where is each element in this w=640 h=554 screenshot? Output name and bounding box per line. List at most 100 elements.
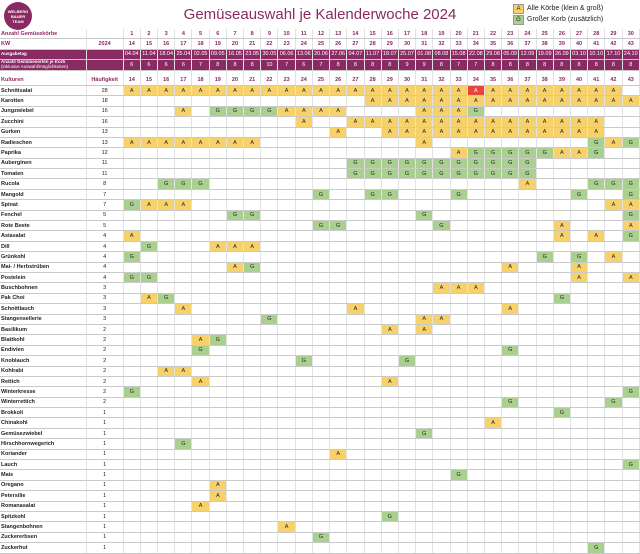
schedule-cell [536,293,554,305]
schedule-cell [209,230,227,242]
schedule-cell [295,501,313,512]
schedule-cell [604,417,623,429]
schedule-cell [484,449,503,461]
row-sorten-cell: 8 [587,59,606,71]
schedule-cell: G [329,220,348,232]
schedule-cell [587,417,606,429]
vegetable-name: Zuckerhut [0,542,87,554]
schedule-cell [277,127,296,138]
row-dates-cell: 16.05 [226,49,245,61]
schedule-cell [295,241,313,253]
vegetable-row: Jungzwiebel 16 A G G G G A A A A A A A G [0,106,640,118]
schedule-cell [570,501,589,512]
vegetable-name: Brokkoli [0,407,87,419]
schedule-cell [260,220,279,232]
schedule-cell [536,158,554,170]
schedule-cell [450,501,468,512]
schedule-cell [346,355,365,367]
schedule-cell [587,366,606,377]
vegetable-row: Buschbohnen 3 A A A [0,282,640,294]
schedule-cell [226,303,245,315]
schedule-cell [518,220,537,232]
schedule-cell: A [226,85,245,97]
schedule-cell [415,251,434,263]
schedule-cell [140,490,159,502]
schedule-cell [381,282,399,294]
schedule-cell [570,480,589,492]
schedule-cell [622,417,640,429]
schedule-cell [329,189,348,201]
schedule-cell [501,314,520,325]
vegetable-name: Stangensellerie [0,314,87,325]
schedule-cell [243,282,262,294]
schedule-cell [226,376,245,388]
schedule-cell [209,438,227,450]
schedule-cell [329,459,348,471]
schedule-cell [553,178,571,190]
schedule-cell [226,480,245,492]
schedule-cell [450,480,468,492]
vegetable-row: Basilikum 2 A A [0,324,640,336]
schedule-cell [191,251,210,263]
row-sorten-cell: 9 [398,59,417,71]
schedule-cell: A [518,95,537,107]
row-kulturen-kw: 23 [277,75,296,86]
row-kulturen-kw: 19 [209,75,227,86]
schedule-cell [467,210,485,222]
vegetable-name: Auberginen [0,158,87,170]
schedule-cell [536,438,554,450]
schedule-cell [553,199,571,211]
schedule-cell [312,272,331,284]
row-anzahl-cell: 11 [295,29,313,40]
schedule-cell [432,293,451,305]
schedule-cell: A [450,127,468,138]
schedule-cell [277,199,296,211]
schedule-cell [243,532,262,544]
schedule-cell [295,417,313,429]
row-kulturen-kw: 43 [622,75,640,86]
row-anzahl-cell: 1 [123,29,141,40]
schedule-cell [501,417,520,429]
schedule-cell [174,220,193,232]
vegetable-name: Postelein [0,272,87,284]
schedule-cell [364,220,382,232]
schedule-cell [415,241,434,253]
schedule-cell: G [398,168,417,180]
vegetable-frequency: 3 [86,303,124,315]
schedule-cell [450,428,468,440]
schedule-cell [260,501,279,512]
schedule-cell [570,397,589,409]
row-kw-cell: 31 [415,38,434,50]
schedule-cell [277,469,296,481]
schedule-cell [123,501,141,512]
schedule-cell [277,210,296,222]
schedule-cell [140,324,159,336]
vegetable-row: Karotten 18 A A A A A A A A A A A A A A A A [0,95,640,107]
schedule-cell: A [432,282,451,294]
schedule-cell [157,469,176,481]
row-dates-cell: 25.07 [398,49,417,61]
schedule-cell [398,511,417,523]
schedule-cell [260,272,279,284]
schedule-cell [346,189,365,201]
schedule-cell [364,366,382,377]
schedule-cell [226,459,245,471]
schedule-cell [312,438,331,450]
schedule-cell [346,542,365,554]
schedule-cell [157,262,176,274]
schedule-cell [518,407,537,419]
schedule-cell [295,407,313,419]
legend-swatch-a: A [513,3,524,14]
schedule-cell [518,428,537,440]
row-kulturen-kw: 24 [295,75,313,86]
schedule-cell [312,241,331,253]
schedule-cell [518,532,537,544]
schedule-cell [450,417,468,429]
schedule-cell [329,303,348,315]
schedule-cell [157,147,176,159]
schedule-cell [346,230,365,242]
schedule-cell [226,158,245,170]
vegetable-name: Knoblauch [0,355,87,367]
schedule-cell [518,386,537,398]
schedule-cell [157,230,176,242]
